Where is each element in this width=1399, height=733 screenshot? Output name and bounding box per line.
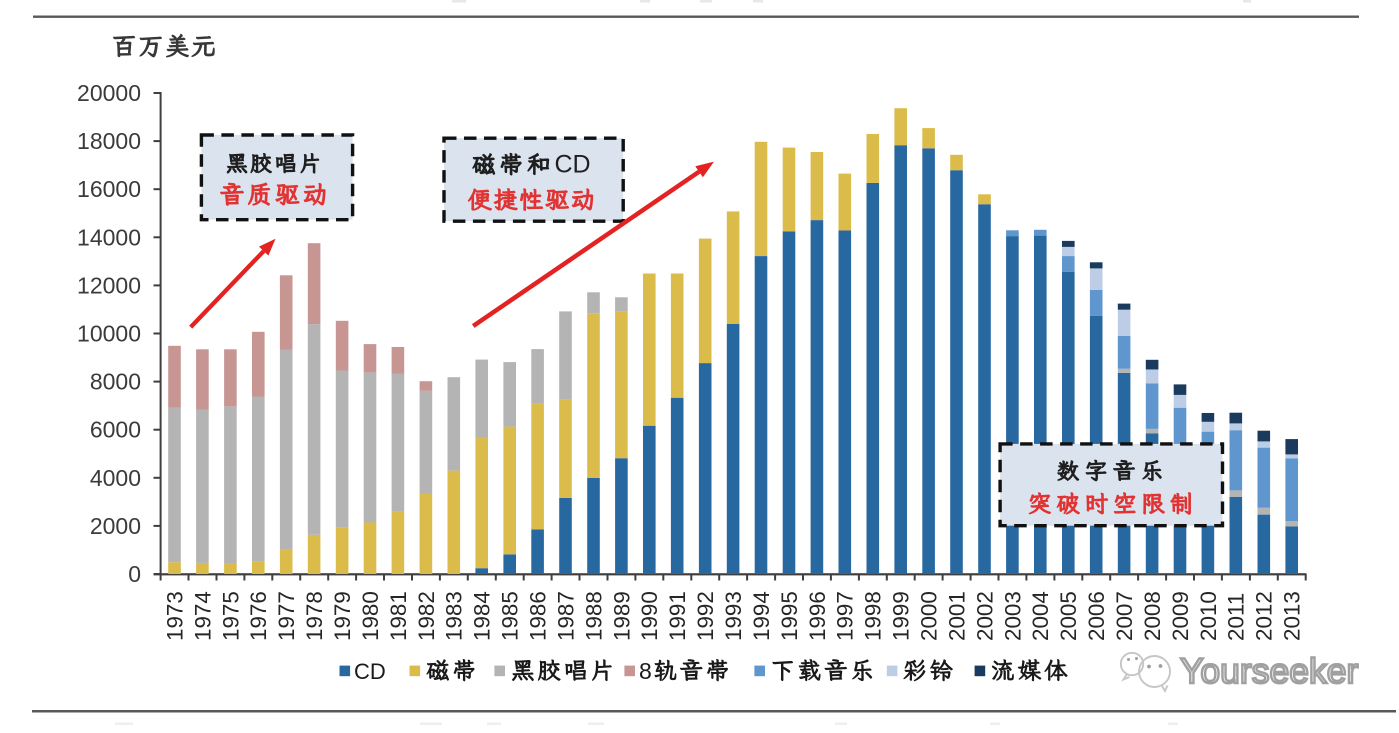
svg-text:2003: 2003 [1000, 591, 1025, 641]
svg-text:1983: 1983 [442, 591, 467, 641]
svg-text:1979: 1979 [330, 591, 355, 641]
svg-text:16000: 16000 [77, 176, 141, 202]
svg-text:2006: 2006 [1084, 591, 1109, 641]
svg-text:1978: 1978 [302, 591, 327, 641]
svg-text:1974: 1974 [190, 591, 215, 641]
svg-text:1984: 1984 [470, 591, 495, 641]
svg-text:1992: 1992 [693, 591, 718, 641]
svg-text:2000: 2000 [917, 591, 942, 641]
svg-text:2007: 2007 [1112, 591, 1137, 641]
svg-text:10000: 10000 [77, 321, 141, 347]
svg-text:2012: 2012 [1252, 591, 1277, 641]
svg-text:1989: 1989 [609, 591, 634, 641]
svg-text:1993: 1993 [721, 591, 746, 641]
svg-text:2005: 2005 [1056, 591, 1081, 641]
svg-text:2000: 2000 [90, 513, 141, 539]
svg-text:1990: 1990 [637, 591, 662, 641]
svg-text:8000: 8000 [90, 369, 141, 395]
svg-text:2009: 2009 [1168, 591, 1193, 641]
svg-text:20000: 20000 [77, 80, 141, 106]
svg-text:1976: 1976 [246, 591, 271, 641]
svg-text:2011: 2011 [1224, 593, 1249, 641]
svg-text:1982: 1982 [414, 591, 439, 641]
svg-text:1975: 1975 [218, 591, 243, 641]
svg-text:1980: 1980 [358, 591, 383, 641]
svg-text:8: 8 [639, 658, 652, 684]
svg-text:1997: 1997 [833, 591, 858, 641]
svg-text:1973: 1973 [162, 591, 187, 641]
svg-text:1994: 1994 [749, 591, 774, 641]
svg-text:1995: 1995 [777, 591, 802, 641]
svg-text:2002: 2002 [972, 591, 997, 641]
svg-text:1998: 1998 [861, 591, 886, 641]
svg-text:0: 0 [128, 561, 141, 587]
svg-text:CD: CD [555, 151, 591, 179]
svg-text:2004: 2004 [1028, 591, 1053, 641]
svg-text:1985: 1985 [498, 591, 523, 641]
svg-text:1996: 1996 [805, 591, 830, 641]
svg-text:14000: 14000 [77, 224, 141, 250]
svg-text:2001: 2001 [944, 591, 969, 641]
svg-text:Yourseeker: Yourseeker [1180, 651, 1358, 691]
svg-text:1988: 1988 [581, 591, 606, 641]
svg-text:CD: CD [354, 659, 386, 684]
svg-text:1981: 1981 [386, 591, 411, 641]
svg-text:6000: 6000 [90, 417, 141, 443]
svg-text:1977: 1977 [274, 591, 299, 641]
svg-text:2010: 2010 [1196, 591, 1221, 641]
svg-text:12000: 12000 [77, 272, 141, 298]
svg-text:1986: 1986 [526, 591, 551, 641]
svg-text:1999: 1999 [889, 591, 914, 641]
svg-text:2008: 2008 [1140, 591, 1165, 641]
svg-text:4000: 4000 [90, 465, 141, 491]
svg-text:1991: 1991 [665, 591, 690, 641]
svg-text:2013: 2013 [1280, 591, 1305, 641]
svg-text:18000: 18000 [77, 128, 141, 154]
svg-text:1987: 1987 [553, 591, 578, 641]
